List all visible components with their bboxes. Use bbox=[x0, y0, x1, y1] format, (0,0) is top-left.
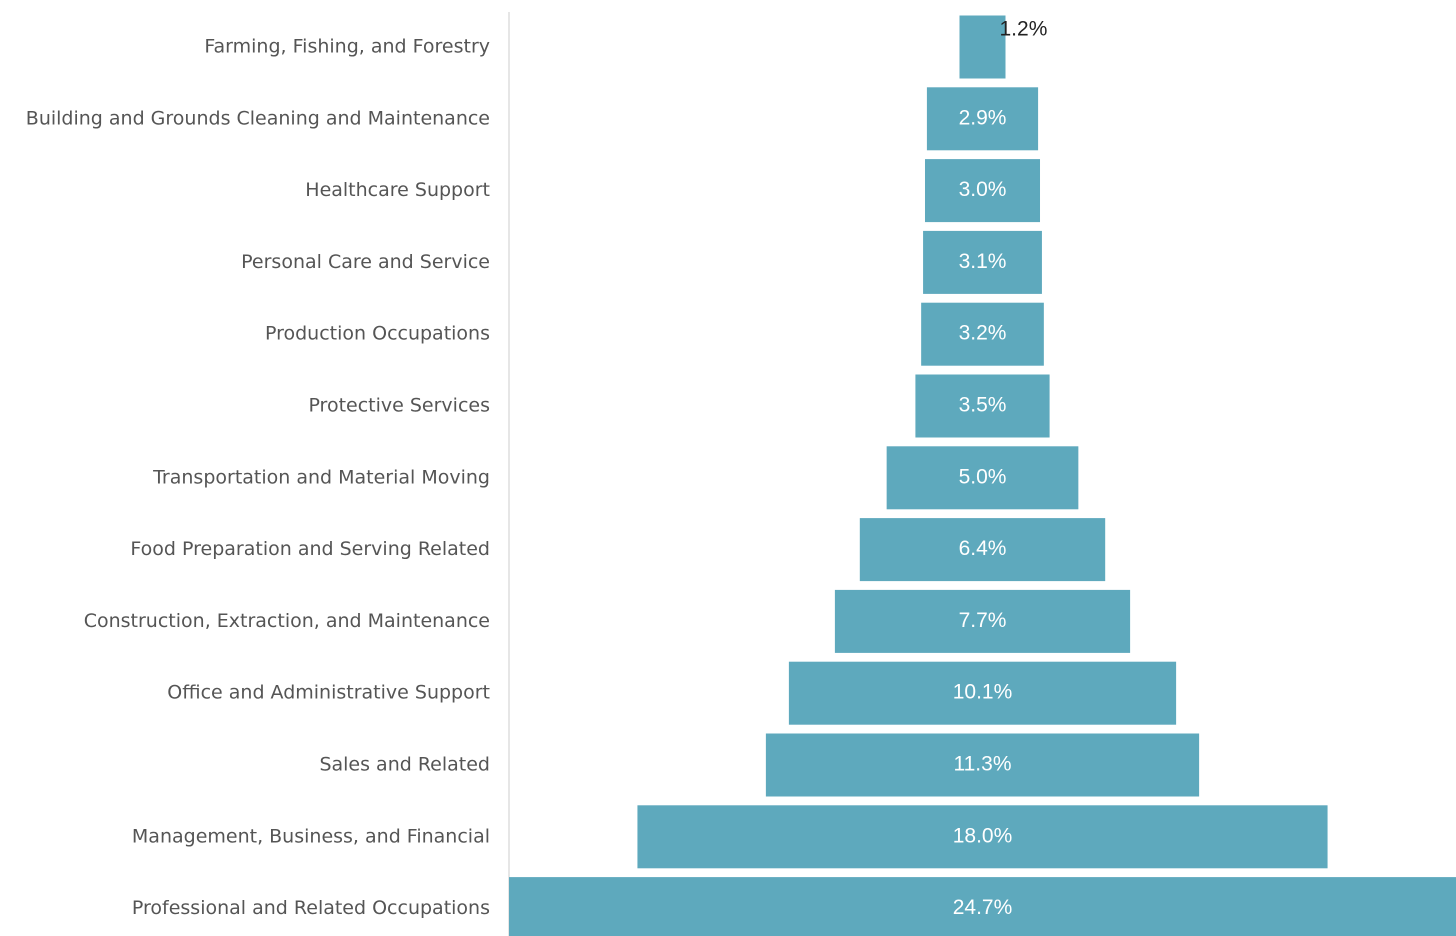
value-label: 3.0% bbox=[959, 178, 1007, 201]
value-label: 1.2% bbox=[1000, 18, 1048, 41]
value-label: 11.3% bbox=[954, 753, 1012, 776]
bar bbox=[921, 302, 1044, 366]
category-label: Construction, Extraction, and Maintenanc… bbox=[84, 610, 490, 632]
bar bbox=[834, 589, 1131, 653]
category-label: Protective Services bbox=[308, 395, 490, 417]
bar bbox=[924, 159, 1041, 223]
category-label: Production Occupations bbox=[265, 323, 490, 345]
bar bbox=[859, 518, 1106, 582]
category-label: Farming, Fishing, and Forestry bbox=[204, 36, 490, 58]
bar bbox=[915, 374, 1050, 438]
value-label: 3.2% bbox=[959, 322, 1007, 345]
value-label: 3.5% bbox=[959, 394, 1007, 417]
value-label: 5.0% bbox=[959, 465, 1007, 488]
category-label: Personal Care and Service bbox=[241, 251, 490, 273]
value-label: 10.1% bbox=[953, 681, 1013, 704]
bar bbox=[923, 230, 1042, 294]
category-label: Transportation and Material Moving bbox=[152, 466, 490, 488]
value-label: 3.1% bbox=[959, 250, 1007, 273]
category-label: Office and Administrative Support bbox=[167, 682, 490, 704]
category-label: Healthcare Support bbox=[305, 179, 490, 201]
category-label: Management, Business, and Financial bbox=[132, 825, 490, 847]
value-label: 2.9% bbox=[959, 106, 1007, 129]
category-label: Professional and Related Occupations bbox=[132, 897, 490, 919]
value-label: 7.7% bbox=[959, 609, 1007, 632]
value-label: 24.7% bbox=[953, 896, 1013, 919]
bar bbox=[926, 87, 1039, 151]
bar bbox=[886, 446, 1079, 510]
bar bbox=[509, 877, 1456, 936]
category-label: Sales and Related bbox=[319, 754, 490, 776]
value-label: 6.4% bbox=[959, 537, 1007, 560]
bar bbox=[765, 733, 1200, 797]
category-label: Food Preparation and Serving Related bbox=[130, 538, 490, 560]
bar bbox=[637, 805, 1328, 869]
bar bbox=[959, 15, 1006, 79]
category-label: Building and Grounds Cleaning and Mainte… bbox=[26, 107, 490, 129]
value-label: 18.0% bbox=[953, 824, 1013, 847]
bar bbox=[788, 661, 1177, 725]
